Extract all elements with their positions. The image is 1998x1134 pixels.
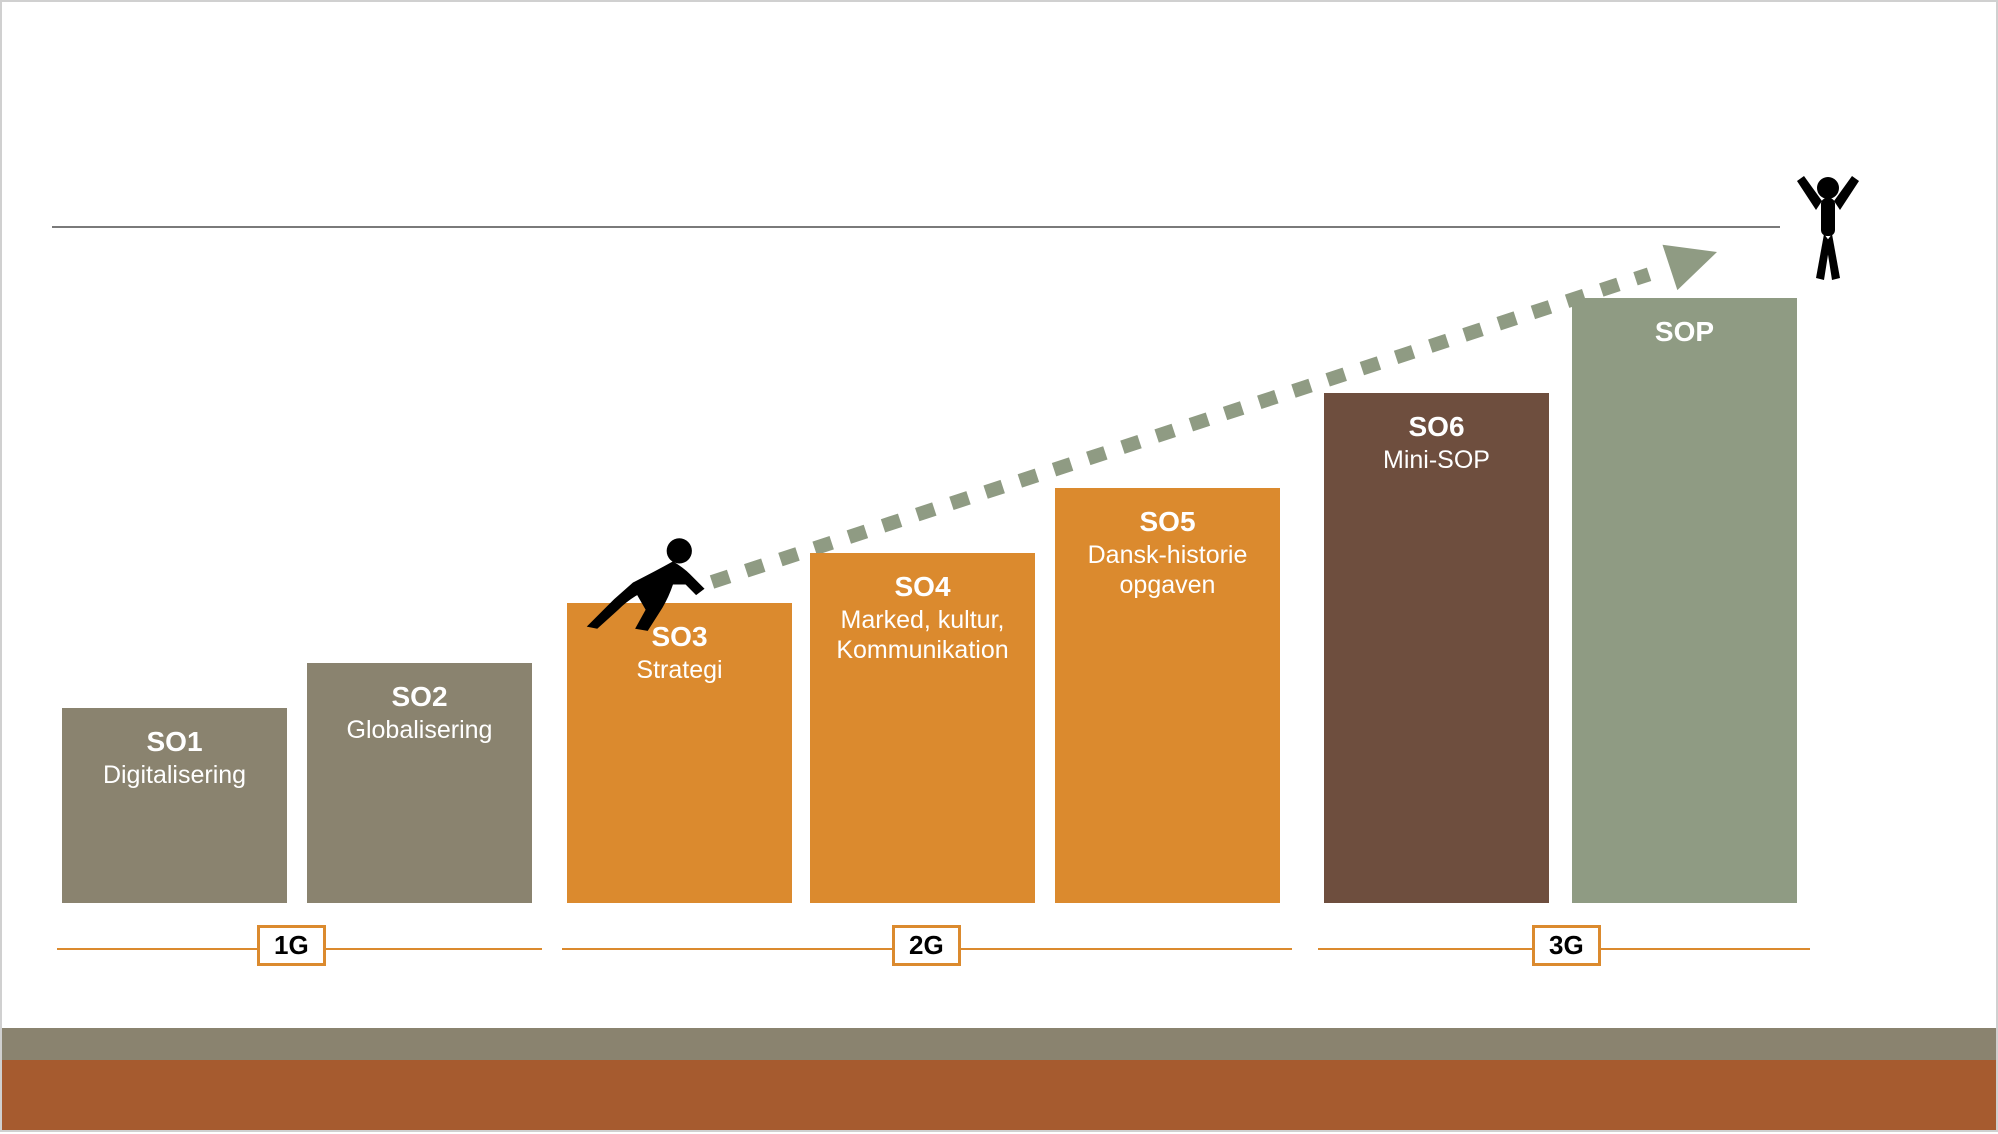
group-label: 1G [257, 925, 326, 966]
bar-so3: SO3Strategi [567, 603, 792, 903]
bar-title: SOP [1572, 316, 1797, 348]
footer-bar [2, 1060, 1996, 1130]
bar-so5: SO5Dansk-historie opgaven [1055, 488, 1280, 903]
infographic-chart: SO1DigitaliseringSO2GlobaliseringSO3Stra… [2, 2, 1996, 1130]
bar-so1: SO1Digitalisering [62, 708, 287, 903]
bar-subtitle: Strategi [567, 655, 792, 685]
bar-subtitle: Dansk-historie opgaven [1055, 540, 1280, 600]
victor-icon [1782, 170, 1874, 290]
bar-title: SO5 [1055, 506, 1280, 538]
bar-so6: SO6Mini-SOP [1324, 393, 1549, 903]
bar-so4: SO4Marked, kultur, Kommunikation [810, 553, 1035, 903]
bar-title: SO1 [62, 726, 287, 758]
group-label: 3G [1532, 925, 1601, 966]
bar-subtitle: Digitalisering [62, 760, 287, 790]
runner-icon [572, 536, 719, 636]
bar-subtitle: Marked, kultur, Kommunikation [810, 605, 1035, 665]
bar-title: SO6 [1324, 411, 1549, 443]
bar-sop: SOP [1572, 298, 1797, 903]
footer-accent-bar [2, 1028, 1996, 1060]
group-label: 2G [892, 925, 961, 966]
bar-subtitle: Mini-SOP [1324, 445, 1549, 475]
bar-so2: SO2Globalisering [307, 663, 532, 903]
bar-title: SO2 [307, 681, 532, 713]
bar-title: SO4 [810, 571, 1035, 603]
bar-subtitle: Globalisering [307, 715, 532, 745]
